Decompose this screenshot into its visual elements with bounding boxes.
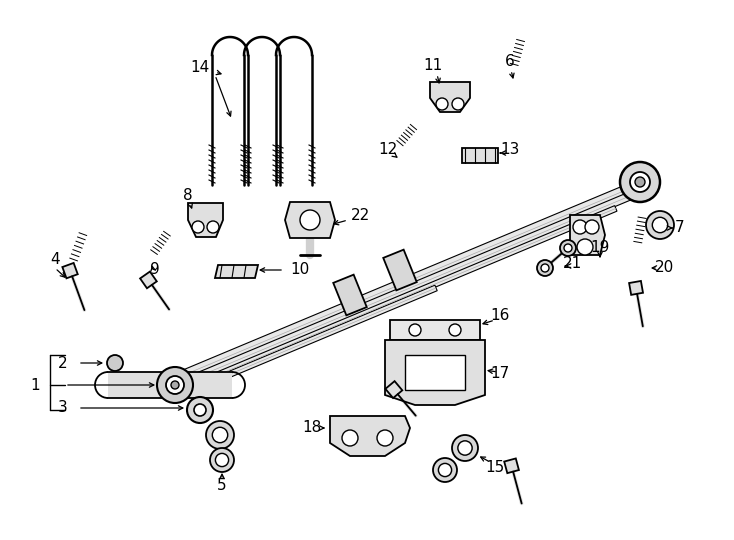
- Circle shape: [157, 367, 193, 403]
- Polygon shape: [383, 249, 417, 291]
- Polygon shape: [333, 275, 367, 315]
- Polygon shape: [158, 176, 652, 390]
- Circle shape: [452, 435, 478, 461]
- Circle shape: [564, 244, 572, 252]
- Text: 10: 10: [291, 262, 310, 278]
- Text: 8: 8: [184, 187, 193, 202]
- Circle shape: [449, 324, 461, 336]
- Polygon shape: [504, 458, 519, 473]
- Polygon shape: [462, 148, 498, 163]
- Polygon shape: [405, 355, 465, 390]
- Polygon shape: [176, 189, 639, 389]
- Circle shape: [537, 260, 553, 276]
- Circle shape: [194, 404, 206, 416]
- Circle shape: [573, 220, 587, 234]
- Circle shape: [630, 172, 650, 192]
- Circle shape: [192, 221, 204, 233]
- Polygon shape: [385, 340, 485, 405]
- Circle shape: [300, 210, 320, 230]
- Text: 7: 7: [675, 220, 685, 235]
- Circle shape: [452, 98, 464, 110]
- Polygon shape: [285, 202, 335, 238]
- Text: 6: 6: [505, 55, 515, 70]
- Text: 21: 21: [564, 255, 583, 271]
- Circle shape: [207, 221, 219, 233]
- Polygon shape: [62, 263, 78, 278]
- Text: 4: 4: [50, 253, 59, 267]
- Circle shape: [560, 240, 576, 256]
- Circle shape: [206, 421, 234, 449]
- Text: 20: 20: [655, 260, 675, 275]
- Text: 12: 12: [378, 143, 398, 158]
- Text: 16: 16: [490, 307, 509, 322]
- Polygon shape: [629, 281, 643, 295]
- Circle shape: [377, 430, 393, 446]
- Polygon shape: [140, 272, 157, 288]
- Polygon shape: [229, 285, 437, 377]
- Circle shape: [653, 217, 668, 233]
- Polygon shape: [385, 381, 402, 398]
- Circle shape: [409, 324, 421, 336]
- Text: 1: 1: [30, 377, 40, 393]
- Circle shape: [436, 98, 448, 110]
- Circle shape: [585, 220, 599, 234]
- Polygon shape: [215, 265, 258, 278]
- Polygon shape: [188, 203, 223, 237]
- Circle shape: [212, 427, 228, 443]
- Circle shape: [577, 239, 593, 255]
- Polygon shape: [108, 372, 232, 398]
- Text: 3: 3: [58, 401, 68, 415]
- Circle shape: [187, 397, 213, 423]
- Text: 18: 18: [302, 421, 321, 435]
- Text: 22: 22: [350, 207, 370, 222]
- Circle shape: [210, 448, 234, 472]
- Text: 9: 9: [150, 262, 160, 278]
- Polygon shape: [430, 82, 470, 112]
- Text: 17: 17: [490, 366, 509, 381]
- Polygon shape: [570, 215, 605, 255]
- Circle shape: [458, 441, 472, 455]
- Text: 14: 14: [190, 60, 210, 76]
- Text: 13: 13: [501, 143, 520, 158]
- Text: 5: 5: [217, 477, 227, 492]
- Circle shape: [635, 177, 645, 187]
- Text: 15: 15: [485, 461, 505, 476]
- Text: 19: 19: [590, 240, 610, 255]
- Circle shape: [620, 162, 660, 202]
- Text: 2: 2: [58, 355, 68, 370]
- Circle shape: [541, 264, 549, 272]
- Text: 11: 11: [424, 57, 443, 72]
- Polygon shape: [203, 206, 617, 383]
- Circle shape: [342, 430, 358, 446]
- Circle shape: [433, 458, 457, 482]
- Circle shape: [438, 463, 451, 477]
- Circle shape: [107, 355, 123, 371]
- Circle shape: [166, 376, 184, 394]
- Circle shape: [215, 454, 228, 467]
- Circle shape: [171, 381, 179, 389]
- Circle shape: [646, 211, 674, 239]
- Polygon shape: [330, 416, 410, 456]
- Polygon shape: [390, 320, 480, 340]
